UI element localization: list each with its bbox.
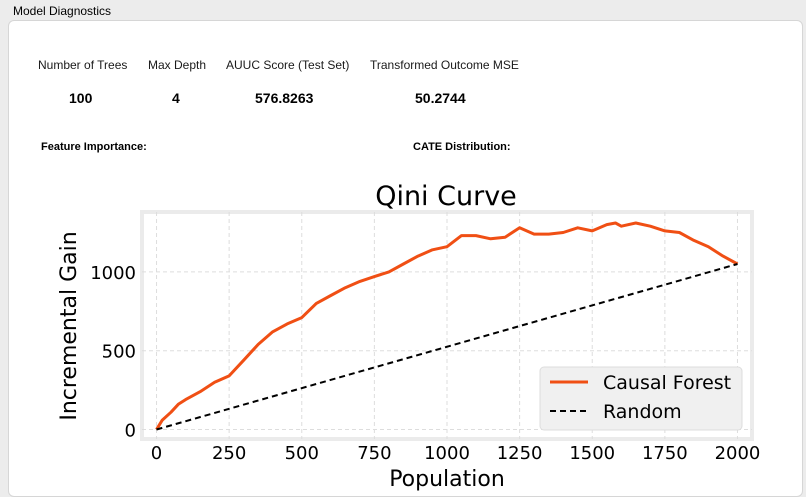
feature-importance-label: Feature Importance: [41,141,147,153]
y-tick-label: 500 [102,342,136,363]
max-depth-label: Max Depth [148,58,207,72]
y-axis-label: Incremental Gain [57,231,82,420]
y-tick-label: 1000 [90,263,136,284]
x-tick-label: 250 [212,443,246,464]
x-tick-label: 1500 [569,443,615,464]
random-line [156,263,738,431]
x-tick-label: 1250 [497,443,543,464]
x-tick-label: 500 [285,443,319,464]
legend-box [539,366,743,431]
legend: Causal Forest Random [539,366,743,431]
legend-random-label: Random [603,401,682,423]
x-axis-label: Population [389,467,505,492]
y-tick-label: 0 [125,421,136,442]
x-tick-label: 1000 [424,443,470,464]
mse-label: Transformed Outcome MSE [370,58,519,72]
series-layer [155,221,739,431]
x-tick-label: 750 [357,443,391,464]
x-tick-label: 1750 [642,443,688,464]
num-trees-label: Number of Trees [38,58,128,72]
auuc-value: 576.8263 [255,90,314,106]
cate-distribution-label: CATE Distribution: [413,141,511,153]
causal-forest-line [155,221,739,431]
max-depth-value: 4 [172,90,180,106]
tick-labels: 0 250 500 750 1000 1250 1500 1750 2000 0 500 1000 [90,263,760,464]
chart-title: Qini Curve [375,181,517,212]
num-trees-value: 100 [69,90,93,106]
x-tick-label: 2000 [715,443,761,464]
legend-causal-forest-label: Causal Forest [603,372,731,394]
window-title: Model Diagnostics [13,4,112,18]
mse-value: 50.2744 [415,90,466,106]
auuc-label: AUUC Score (Test Set) [226,58,350,72]
window-titlebar: Model Diagnostics [0,0,806,20]
x-tick-label: 0 [151,443,162,464]
